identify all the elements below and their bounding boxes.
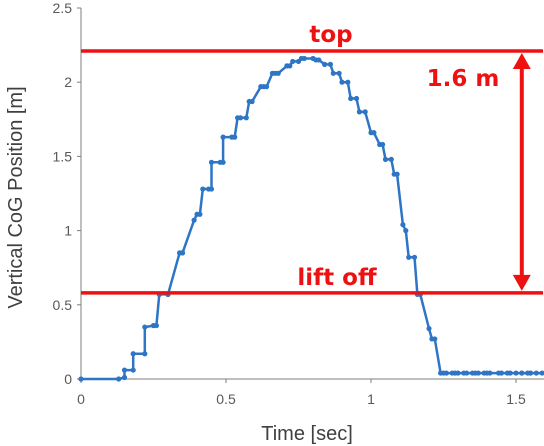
data-point: [208, 186, 215, 192]
data-point: [388, 156, 394, 162]
data-point: [539, 370, 544, 376]
data-point: [275, 70, 281, 76]
data-point: [519, 370, 525, 376]
data-point: [426, 325, 432, 332]
y-tick-label: 1: [64, 223, 72, 239]
tick-labels: 0 0.5 1 1.5 2 2.5 0 0.5 1 1.5: [53, 0, 526, 407]
data-point: [153, 322, 159, 329]
data-point: [432, 336, 438, 342]
data-point: [400, 222, 406, 228]
data-point: [443, 370, 449, 376]
liftoff-label: lift off: [297, 265, 377, 291]
data-point: [371, 130, 377, 136]
y-tick-label: 2.5: [53, 0, 73, 16]
data-point: [533, 370, 539, 376]
height-arrow-head-down: [512, 274, 531, 291]
x-axis-label: Time [sec]: [261, 423, 353, 445]
data-point: [362, 109, 368, 115]
data-point: [394, 171, 400, 177]
height-label: 1.6 m: [427, 66, 500, 92]
data-point: [382, 156, 389, 162]
data-point: [142, 324, 148, 330]
y-axis-label: Vertical CoG Position [m]: [5, 86, 27, 308]
data-point: [498, 370, 505, 376]
data-point: [237, 115, 244, 121]
data-point: [191, 217, 197, 223]
data-point: [353, 95, 360, 102]
data-point: [316, 57, 322, 63]
data-point: [301, 55, 307, 62]
data-point: [197, 211, 203, 217]
x-tick-label: 0: [77, 391, 85, 407]
top-label: top: [309, 22, 352, 48]
data-point: [130, 367, 136, 373]
data-point: [327, 61, 333, 67]
data-point: [290, 58, 296, 65]
data-point: [243, 115, 249, 121]
data-point: [348, 95, 354, 102]
data-point: [287, 63, 293, 69]
data-point: [220, 134, 226, 140]
annotations: top lift off 1.6 m: [81, 22, 543, 295]
data-point: [475, 370, 481, 376]
y-tick-label: 0: [64, 371, 72, 387]
data-point: [179, 250, 186, 256]
data-point: [527, 370, 534, 376]
data-point: [116, 376, 122, 382]
y-tick-label: 0.5: [53, 297, 73, 313]
data-point: [232, 134, 238, 140]
data-point: [513, 370, 519, 376]
data-point: [200, 186, 206, 192]
height-arrow-head-up: [512, 53, 531, 70]
data-point: [406, 254, 412, 260]
data-point: [464, 370, 470, 376]
data-point: [455, 370, 461, 376]
x-tick-label: 0.5: [216, 391, 236, 407]
data-point: [411, 254, 418, 260]
data-point: [336, 70, 342, 76]
data-point: [142, 351, 148, 357]
data-point: [403, 228, 409, 234]
data-point: [507, 370, 513, 376]
x-tick-label: 1.5: [506, 391, 526, 407]
data-point: [339, 79, 345, 85]
data-point: [322, 61, 328, 67]
data-point: [330, 70, 336, 76]
data-point: [130, 351, 136, 357]
data-point: [220, 159, 226, 165]
data-point: [249, 98, 255, 105]
y-tick-label: 2: [64, 74, 72, 90]
data-point: [78, 376, 84, 382]
data-point: [264, 84, 270, 90]
data-point: [380, 141, 386, 148]
data-point: [487, 370, 493, 376]
x-tick-label: 1: [367, 391, 375, 407]
data-point: [121, 367, 128, 373]
data-point: [121, 374, 128, 381]
y-tick-label: 1.5: [53, 148, 73, 164]
data-point: [345, 79, 351, 85]
data-point: [208, 159, 215, 165]
data-point: [356, 109, 362, 115]
series-line: [78, 55, 544, 382]
